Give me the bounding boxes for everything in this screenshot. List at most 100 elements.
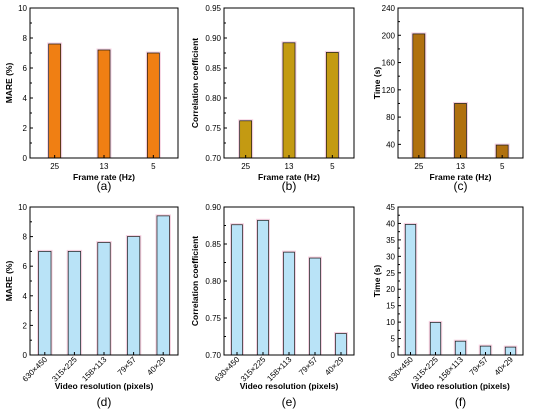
y-tick-label: 4 [23, 94, 28, 103]
x-tick-label: 13 [100, 162, 109, 171]
y-tick-label: 8 [23, 34, 28, 43]
x-tick-label: 13 [285, 162, 294, 171]
bar [412, 33, 426, 159]
y-tick-label: 4 [23, 292, 28, 301]
y-tick-label: 15 [386, 302, 395, 311]
chart-panel-e: 0.700.750.800.850.90630×450315×225158×11… [190, 203, 355, 409]
bar [127, 236, 141, 356]
y-tick-label: 8 [23, 233, 28, 242]
x-tick-label: 25 [414, 162, 423, 171]
y-tick-label: 0.85 [205, 240, 221, 249]
y-axis-title: Time (s) [372, 67, 382, 100]
y-tick-label: 0.90 [205, 203, 221, 212]
y-tick-label: 40 [386, 140, 395, 149]
y-tick-label: 0.75 [205, 124, 221, 133]
panel-letter: (b) [282, 179, 297, 193]
y-tick-label: 0.90 [205, 34, 221, 43]
y-tick-label: 0.75 [205, 314, 221, 323]
bar [48, 43, 62, 159]
bar [325, 52, 339, 159]
y-tick-label: 120 [382, 86, 396, 95]
y-tick-label: 0 [23, 154, 28, 163]
y-tick-label: 0 [391, 351, 396, 360]
x-tick-label: 13 [456, 162, 465, 171]
y-axis-title: Correlation coefficient [190, 236, 200, 326]
y-tick-label: 0.95 [205, 4, 221, 13]
y-tick-label: 80 [386, 113, 395, 122]
panel-letter: (e) [282, 395, 297, 409]
bar [282, 42, 296, 159]
y-tick-label: 2 [23, 321, 28, 330]
y-tick-label: 30 [386, 252, 395, 261]
y-tick-label: 10 [18, 203, 27, 212]
bar [454, 103, 467, 159]
y-tick-label: 2 [23, 124, 28, 133]
x-tick-label: 5 [330, 162, 335, 171]
x-tick-label: 40×29 [145, 355, 168, 378]
panel-letter: (c) [454, 179, 468, 193]
bar [97, 242, 111, 356]
x-axis-title: Video resolution (pixels) [240, 381, 339, 391]
bar [38, 251, 52, 356]
bar [429, 322, 442, 356]
x-tick-label: 158×113 [80, 355, 109, 384]
x-axis-title: Frame rate (Hz) [73, 172, 135, 182]
x-tick-label: 315×225 [50, 355, 79, 384]
bar [156, 215, 170, 356]
y-tick-label: 0.80 [205, 277, 221, 286]
y-tick-label: 160 [382, 59, 396, 68]
x-tick-label: 40×29 [323, 355, 346, 378]
bar [257, 219, 269, 356]
y-tick-label: 0 [23, 351, 28, 360]
y-axis-title: Time (s) [372, 265, 382, 298]
y-tick-label: 0.70 [205, 351, 221, 360]
y-tick-label: 10 [386, 318, 395, 327]
x-tick-label: 315×225 [411, 355, 440, 384]
panel-letter: (d) [97, 395, 112, 409]
bar [146, 52, 160, 159]
x-tick-label: 315×225 [239, 355, 268, 384]
x-axis-title: Video resolution (pixels) [411, 381, 510, 391]
bar [309, 257, 321, 356]
y-axis-title: MARE (%) [4, 63, 14, 104]
y-tick-label: 0.70 [205, 154, 221, 163]
bar [335, 333, 347, 356]
y-tick-label: 200 [382, 31, 396, 40]
y-axis-title: MARE (%) [4, 261, 14, 302]
y-tick-label: 240 [382, 4, 396, 13]
bar [404, 224, 417, 356]
y-tick-label: 25 [386, 269, 395, 278]
bar [97, 49, 111, 159]
x-tick-label: 79×57 [297, 355, 320, 378]
x-tick-label: 40×29 [493, 355, 516, 378]
y-tick-label: 45 [386, 203, 395, 212]
x-tick-label: 79×57 [116, 355, 139, 378]
x-tick-label: 158×113 [437, 355, 466, 384]
bar [239, 120, 253, 159]
y-tick-label: 6 [23, 262, 28, 271]
x-tick-label: 25 [241, 162, 250, 171]
x-tick-label: 5 [500, 162, 505, 171]
chart-panel-c: 40 80 120 160 200 240 25 13 5 Frame rate (Hz) Time… [372, 4, 524, 193]
x-tick-label: 25 [50, 162, 59, 171]
chart-panel-b: 0.70 0.75 0.80 0.85 0.90 0.95 25 13 5 Frame rate … [190, 4, 355, 193]
y-tick-label: 0.85 [205, 64, 221, 73]
x-tick-label: 158×113 [265, 355, 294, 384]
y-tick-label: 20 [386, 285, 395, 294]
y-tick-label: 10 [18, 4, 27, 13]
bar [67, 251, 81, 356]
panel-letter: (a) [97, 179, 112, 193]
bar [283, 251, 295, 356]
x-axis-title: Frame rate (Hz) [258, 172, 320, 182]
y-axis-title: Correlation coefficient [190, 38, 200, 128]
x-tick-label: 5 [151, 162, 156, 171]
y-tick-label: 6 [23, 64, 28, 73]
chart-panel-a: 0 2 4 6 8 10 25 13 5 Frame rate (Hz) MARE (%) (a) [4, 4, 179, 193]
y-tick-label: 35 [386, 236, 395, 245]
y-tick-label: 40 [386, 219, 395, 228]
x-tick-label: 79×57 [468, 355, 491, 378]
y-tick-label: 0.80 [205, 94, 221, 103]
